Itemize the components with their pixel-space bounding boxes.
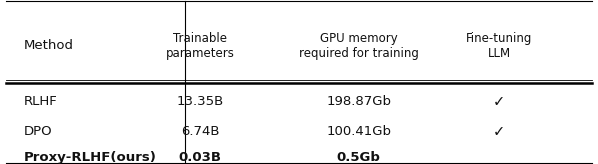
Text: 6.74B: 6.74B [181,125,219,138]
Text: Trainable
parameters: Trainable parameters [166,32,235,60]
Text: 13.35B: 13.35B [176,95,224,108]
Text: 198.87Gb: 198.87Gb [327,95,391,108]
Text: GPU memory
required for training: GPU memory required for training [299,32,419,60]
Text: ✓: ✓ [493,124,505,139]
Text: 0.03B: 0.03B [179,151,222,164]
Text: Method: Method [24,39,74,52]
Text: Fine-tuning
LLM: Fine-tuning LLM [466,32,532,60]
Text: RLHF: RLHF [24,95,57,108]
Text: 0.5Gb: 0.5Gb [337,151,381,164]
Text: ✓: ✓ [493,94,505,109]
Text: Proxy-RLHF(ours): Proxy-RLHF(ours) [24,151,157,164]
Text: 100.41Gb: 100.41Gb [327,125,391,138]
Text: DPO: DPO [24,125,53,138]
